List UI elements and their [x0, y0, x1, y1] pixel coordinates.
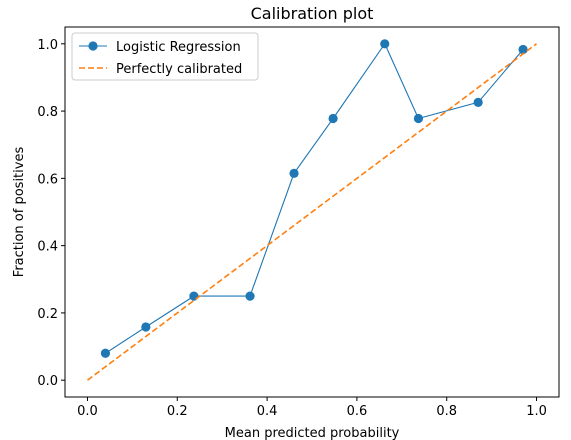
x-tick-label: 0.4: [257, 404, 278, 419]
y-tick-label: 0.8: [37, 105, 58, 120]
x-tick-label: 0.2: [167, 404, 188, 419]
data-point-logistic-regression: [189, 291, 199, 301]
x-tick-label: 0.0: [77, 404, 98, 419]
data-point-logistic-regression: [518, 44, 528, 55]
y-tick-label: 1.0: [37, 38, 58, 53]
chart-title: Calibration plot: [251, 4, 374, 23]
legend-box: [71, 32, 259, 81]
x-tick-label: 0.8: [436, 404, 457, 419]
data-point-logistic-regression: [245, 291, 255, 301]
data-point-logistic-regression: [413, 113, 424, 124]
legend-label-logistic-regression: Logistic Regression: [116, 40, 241, 55]
y-tick-label: 0.2: [37, 307, 58, 322]
plot-area: 0.0 0.2 0.4 0.6 0.8 1.0 0.0 0.2 0.4 0.6 0.8 1.0 Logi…: [37, 26, 560, 419]
data-point-logistic-regression: [328, 113, 338, 124]
series-line-perfectly-calibrated: [87, 43, 537, 381]
legend: Logistic Regression Perfectly calibrated: [71, 32, 259, 81]
x-axis-label: Mean predicted probability: [225, 426, 400, 440]
legend-label-perfectly-calibrated: Perfectly calibrated: [116, 62, 242, 77]
data-point-logistic-regression: [141, 322, 151, 332]
y-tick-label: 0.4: [37, 240, 58, 255]
legend-swatch-marker-logistic-regression: [88, 41, 98, 51]
y-tick-label: 0.6: [37, 172, 58, 187]
data-point-logistic-regression: [380, 39, 390, 49]
x-tick-label: 0.6: [347, 404, 368, 419]
y-tick-label: 0.0: [37, 374, 58, 389]
data-point-logistic-regression: [100, 348, 111, 358]
series-line-logistic-regression: [105, 42, 524, 354]
y-axis-label: Fraction of positives: [12, 147, 27, 278]
data-point-logistic-regression: [473, 97, 483, 107]
data-point-logistic-regression: [289, 168, 299, 178]
plot-frame: [64, 26, 560, 398]
x-tick-label: 1.0: [526, 404, 547, 419]
